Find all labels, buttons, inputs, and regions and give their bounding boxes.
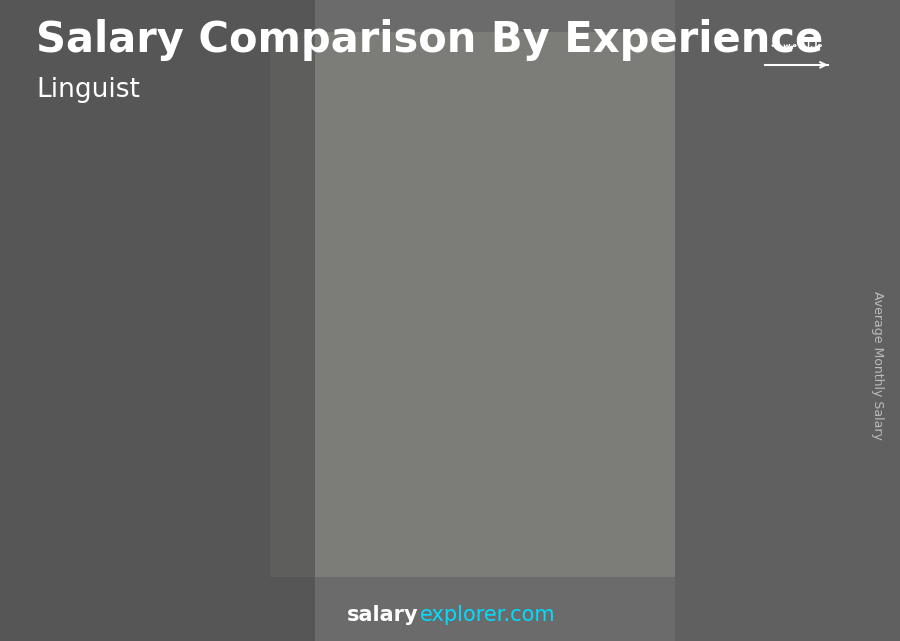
Text: Linguist: Linguist	[36, 77, 140, 103]
Bar	[317, 322, 389, 551]
Bar	[0, 0, 315, 641]
Polygon shape	[389, 314, 411, 551]
Bar	[689, 240, 696, 551]
Text: 29,600 SAR: 29,600 SAR	[671, 217, 778, 235]
Bar	[441, 285, 513, 551]
Text: بسم الله: بسم الله	[770, 40, 823, 49]
Bar	[317, 322, 323, 551]
Text: salary: salary	[346, 605, 418, 625]
Bar	[193, 390, 265, 551]
Bar	[317, 322, 323, 551]
Bar	[193, 390, 199, 551]
Polygon shape	[140, 412, 163, 551]
Polygon shape	[565, 249, 659, 257]
Text: explorer.com: explorer.com	[420, 605, 556, 625]
Text: 25,400 SAR: 25,400 SAR	[423, 261, 530, 279]
Polygon shape	[193, 381, 287, 390]
Text: 28,000 SAR: 28,000 SAR	[547, 233, 654, 251]
Bar	[193, 390, 199, 551]
Text: +6%: +6%	[629, 150, 697, 176]
Bar	[565, 257, 572, 551]
Text: 12,500 SAR: 12,500 SAR	[50, 396, 158, 414]
Text: Average Monthly Salary: Average Monthly Salary	[871, 291, 884, 440]
Text: +23%: +23%	[123, 299, 209, 325]
FancyArrowPatch shape	[603, 199, 719, 229]
Polygon shape	[761, 232, 783, 551]
Bar	[441, 285, 447, 551]
FancyArrowPatch shape	[355, 250, 471, 294]
Polygon shape	[637, 249, 659, 551]
FancyArrowPatch shape	[479, 220, 595, 256]
Bar	[689, 240, 761, 551]
Text: +42%: +42%	[248, 232, 333, 258]
Text: Salary Comparison By Experience: Salary Comparison By Experience	[36, 19, 824, 62]
Polygon shape	[265, 381, 287, 551]
Polygon shape	[513, 276, 535, 551]
Text: 15,400 SAR: 15,400 SAR	[175, 366, 282, 384]
Bar	[689, 240, 696, 551]
Bar	[565, 257, 572, 551]
Polygon shape	[689, 232, 783, 240]
Polygon shape	[68, 412, 163, 420]
Bar	[270, 32, 675, 577]
Bar	[675, 0, 900, 641]
Bar	[565, 257, 637, 551]
Polygon shape	[317, 314, 411, 322]
Bar	[68, 420, 140, 551]
Text: +10%: +10%	[496, 167, 581, 193]
Text: 21,800 SAR: 21,800 SAR	[299, 299, 406, 317]
FancyArrowPatch shape	[230, 290, 346, 360]
FancyArrowPatch shape	[106, 353, 222, 392]
Polygon shape	[441, 276, 535, 285]
Text: +17%: +17%	[372, 194, 457, 220]
Bar	[68, 420, 75, 551]
Bar	[68, 420, 75, 551]
Bar	[441, 285, 447, 551]
